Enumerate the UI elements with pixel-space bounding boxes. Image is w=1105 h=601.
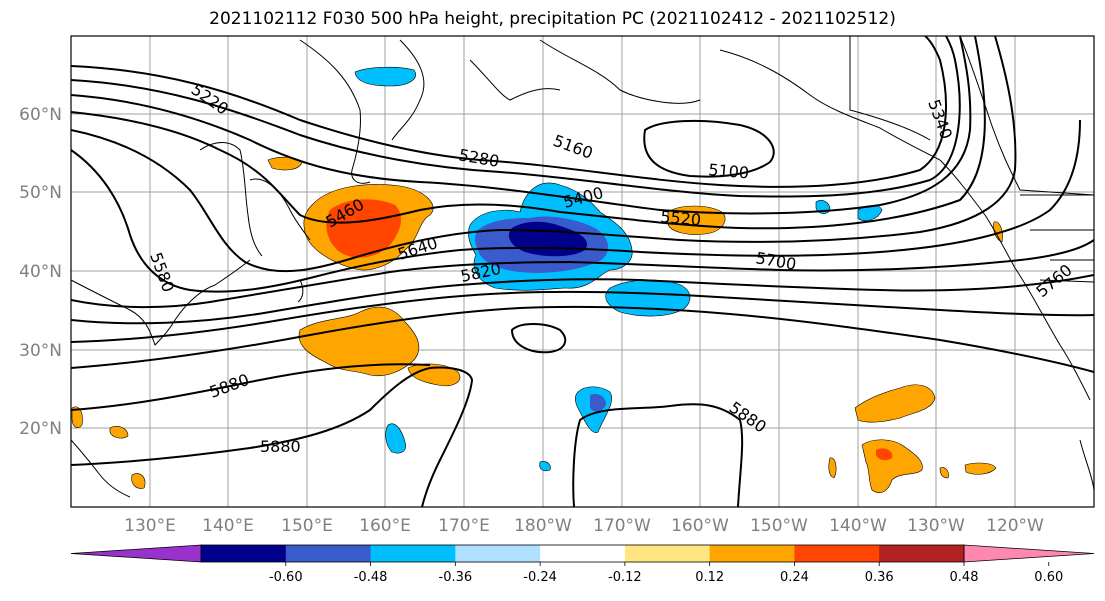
longitude-label: 160°W	[671, 516, 729, 536]
contour-label: 5520	[660, 207, 702, 229]
gridlines	[71, 36, 1094, 507]
colorbar-segment	[540, 545, 626, 562]
precip-strong-positive-area	[326, 199, 402, 258]
colorbar-tick-label: 0.24	[780, 570, 809, 585]
colorbar-tick-label: -0.36	[439, 570, 473, 585]
precip-positive-area	[71, 406, 83, 428]
map-frame	[70, 35, 1095, 508]
longitude-label: 130°W	[907, 516, 965, 536]
longitude-label: 140°W	[829, 516, 887, 536]
longitude-label: 180°W	[514, 516, 572, 536]
colorbar-segment	[370, 545, 456, 562]
colorbar-segment	[201, 545, 287, 562]
latitude-label: 20°N	[19, 419, 62, 439]
colorbar-segment	[455, 545, 541, 562]
latitude-labels: 60°N 50°N 40°N 30°N 20°N	[19, 105, 62, 439]
latitude-label: 50°N	[19, 183, 62, 203]
colorbar-tick-label: 0.36	[865, 570, 894, 585]
latitude-label: 30°N	[19, 341, 62, 361]
precip-negative-area	[385, 423, 406, 454]
precip-strong-positive-area	[876, 448, 893, 461]
map-title: 2021102112 F030 500 hPa height, precipit…	[209, 9, 896, 29]
longitude-label: 160°E	[359, 516, 411, 536]
height-contours	[71, 36, 1094, 507]
precip-negative-area	[354, 66, 416, 87]
precip-negative-area	[539, 461, 551, 472]
precip-positive-area	[109, 426, 129, 439]
longitude-label: 140°E	[202, 516, 254, 536]
colorbar-segment	[624, 545, 711, 562]
colorbar-extend-high	[963, 544, 1095, 563]
longitude-label: 130°E	[124, 516, 176, 536]
colorbar-segment	[879, 545, 965, 562]
latitude-label: 40°N	[19, 262, 62, 282]
precip-positive-area	[854, 384, 936, 423]
colorbar-tick-label: -0.12	[608, 570, 642, 585]
precip-strong-negative-area	[590, 394, 606, 412]
longitude-label: 170°E	[438, 516, 490, 536]
contour-label: 5880	[260, 437, 301, 456]
longitude-label: 170°W	[593, 516, 651, 536]
precip-positive-area	[298, 306, 420, 377]
coastlines	[71, 36, 1094, 498]
colorbar-tick-label: 0.60	[1034, 570, 1063, 585]
longitude-label: 150°W	[750, 516, 808, 536]
precip-positive-area	[407, 363, 461, 387]
colorbar-segment	[285, 545, 372, 562]
longitude-label: 120°W	[986, 516, 1044, 536]
precip-positive-area	[131, 473, 146, 489]
latitude-label: 60°N	[19, 105, 62, 125]
colorbar-extend-low	[70, 544, 202, 563]
colorbar-tick-label: 0.48	[950, 570, 979, 585]
colorbar-segment	[709, 545, 795, 562]
colorbar: -0.60 -0.48 -0.36 -0.24 -0.12 0.12 0.24 0.36 0.4…	[70, 544, 1095, 585]
precip-positive-area	[964, 462, 997, 475]
longitude-label: 150°E	[281, 516, 333, 536]
contour-label: 5100	[708, 160, 750, 182]
colorbar-tick-label: -0.48	[354, 570, 388, 585]
colorbar-tick-label: 0.12	[695, 570, 724, 585]
colorbar-segment	[794, 545, 880, 562]
colorbar-tick-label: -0.24	[523, 570, 557, 585]
colorbar-border	[200, 544, 965, 563]
precip-positive-area	[828, 457, 837, 479]
precip-positive-area	[939, 467, 949, 479]
longitude-labels: 130°E 140°E 150°E 160°E 170°E 180°W 170°W 160°W…	[124, 516, 1044, 536]
colorbar-tick-label: -0.60	[269, 570, 303, 585]
